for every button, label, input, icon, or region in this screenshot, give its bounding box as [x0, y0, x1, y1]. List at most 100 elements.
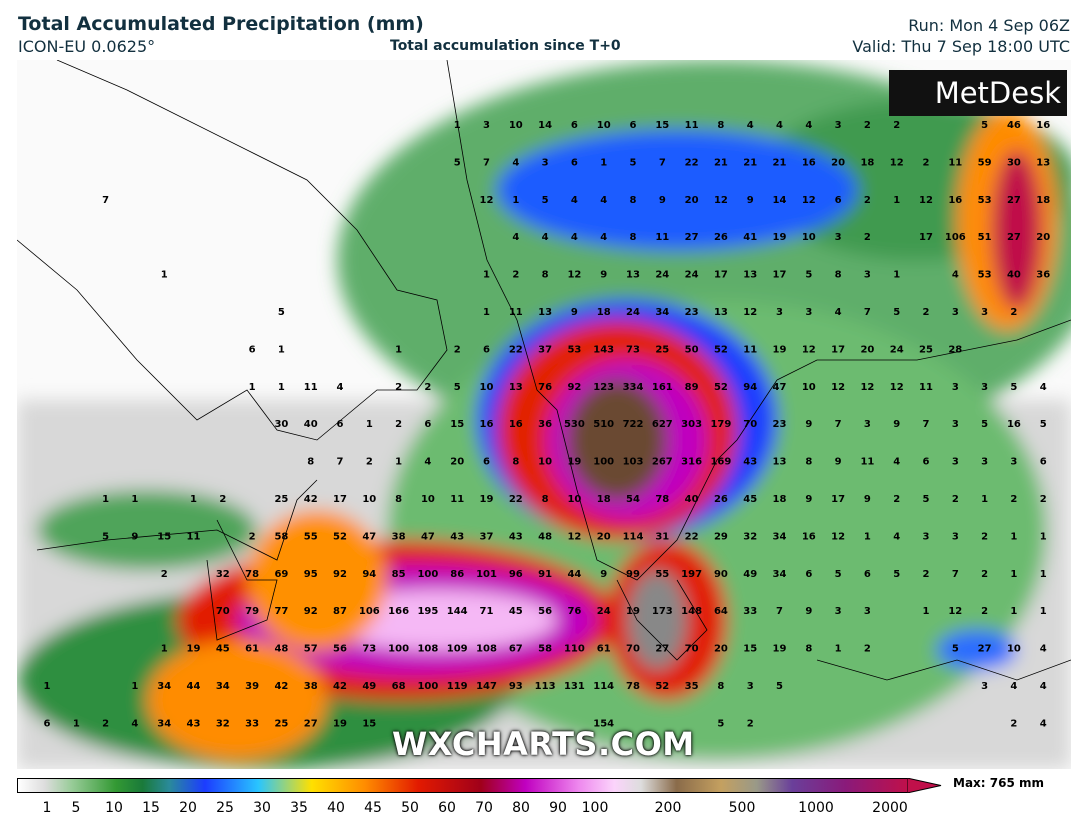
grid-value: 5	[981, 120, 988, 131]
grid-value: 32	[216, 718, 230, 729]
color-bar-label: 2000	[872, 800, 908, 816]
grid-value: 5	[776, 681, 783, 692]
grid-value: 3	[776, 307, 783, 318]
color-bar-label: 30	[253, 800, 271, 816]
grid-value: 5	[454, 382, 461, 393]
grid-value: 1	[190, 494, 197, 505]
grid-value: 2	[923, 157, 930, 168]
grid-value: 2	[1010, 494, 1017, 505]
grid-value: 3	[542, 157, 549, 168]
grid-value: 24	[685, 270, 699, 281]
grid-value: 5	[981, 419, 988, 430]
grid-value: 2	[512, 270, 519, 281]
color-bar-label: 1000	[798, 800, 834, 816]
grid-value: 42	[304, 494, 318, 505]
grid-value: 24	[597, 606, 611, 617]
color-bar-label: 35	[290, 800, 308, 816]
grid-value: 109	[447, 644, 468, 655]
grid-value: 87	[333, 606, 347, 617]
grid-value: 4	[1010, 681, 1017, 692]
grid-value: 50	[685, 344, 699, 355]
grid-value: 21	[743, 157, 757, 168]
grid-value: 7	[776, 606, 783, 617]
grid-value: 1	[512, 195, 519, 206]
grid-value: 6	[805, 569, 812, 580]
grid-value: 303	[681, 419, 702, 430]
grid-value: 2	[1010, 307, 1017, 318]
grid-value: 1	[483, 307, 490, 318]
grid-value: 100	[388, 644, 409, 655]
grid-value: 58	[274, 531, 288, 542]
grid-value: 47	[362, 531, 376, 542]
grid-value: 48	[274, 644, 288, 655]
grid-value: 37	[538, 344, 552, 355]
grid-value: 30	[1007, 157, 1021, 168]
logo: MetDesk	[889, 70, 1067, 116]
grid-value: 1	[600, 157, 607, 168]
grid-value: 19	[480, 494, 494, 505]
color-bar-label: 45	[364, 800, 382, 816]
grid-value: 4	[776, 120, 783, 131]
grid-value: 12	[948, 606, 962, 617]
color-bar-label: 1	[42, 800, 52, 816]
grid-value: 2	[981, 531, 988, 542]
grid-value: 12	[567, 270, 581, 281]
grid-value: 8	[717, 120, 724, 131]
grid-value: 1	[864, 531, 871, 542]
color-bar-label: 90	[549, 800, 567, 816]
grid-value: 37	[480, 531, 494, 542]
grid-value: 4	[1040, 718, 1047, 729]
grid-value: 16	[509, 419, 523, 430]
grid-value: 44	[567, 569, 581, 580]
grid-value: 49	[362, 681, 376, 692]
grid-value: 9	[864, 494, 871, 505]
grid-value: 59	[978, 157, 992, 168]
grid-value: 14	[538, 120, 552, 131]
grid-value: 76	[567, 606, 581, 617]
grid-value: 1	[893, 270, 900, 281]
grid-value: 2	[161, 569, 168, 580]
grid-value: 144	[447, 606, 468, 617]
grid-value: 3	[952, 307, 959, 318]
grid-value: 9	[805, 419, 812, 430]
grid-value: 1	[1040, 569, 1047, 580]
grid-value: 5	[278, 307, 285, 318]
grid-value: 21	[714, 157, 728, 168]
grid-value: 2	[102, 718, 109, 729]
grid-value: 4	[1040, 644, 1047, 655]
grid-value: 85	[392, 569, 406, 580]
grid-value: 10	[1007, 644, 1021, 655]
grid-value: 20	[450, 457, 464, 468]
grid-value: 23	[685, 307, 699, 318]
grid-value: 92	[333, 569, 347, 580]
grid-value: 3	[981, 681, 988, 692]
grid-value: 58	[538, 644, 552, 655]
color-bar-label: 5	[71, 800, 81, 816]
grid-value: 1	[1040, 531, 1047, 542]
grid-value: 1	[1010, 531, 1017, 542]
grid-value: 334	[623, 382, 644, 393]
grid-value: 1	[395, 344, 402, 355]
grid-value: 6	[835, 195, 842, 206]
grid-value: 11	[655, 232, 669, 243]
grid-value: 26	[714, 232, 728, 243]
grid-value: 1	[454, 120, 461, 131]
grid-value: 7	[659, 157, 666, 168]
grid-value: 2	[219, 494, 226, 505]
grid-value: 4	[542, 232, 549, 243]
grid-value: 10	[802, 232, 816, 243]
grid-value: 22	[685, 157, 699, 168]
grid-value: 8	[307, 457, 314, 468]
grid-value: 55	[304, 531, 318, 542]
grid-value: 13	[773, 457, 787, 468]
grid-value: 27	[1007, 232, 1021, 243]
grid-value: 119	[447, 681, 468, 692]
grid-value: 4	[893, 457, 900, 468]
grid-value: 1	[893, 195, 900, 206]
grid-value: 57	[304, 644, 318, 655]
grid-value: 19	[626, 606, 640, 617]
grid-value: 30	[274, 419, 288, 430]
grid-value: 510	[593, 419, 614, 430]
grid-value: 3	[923, 531, 930, 542]
grid-value: 3	[864, 419, 871, 430]
